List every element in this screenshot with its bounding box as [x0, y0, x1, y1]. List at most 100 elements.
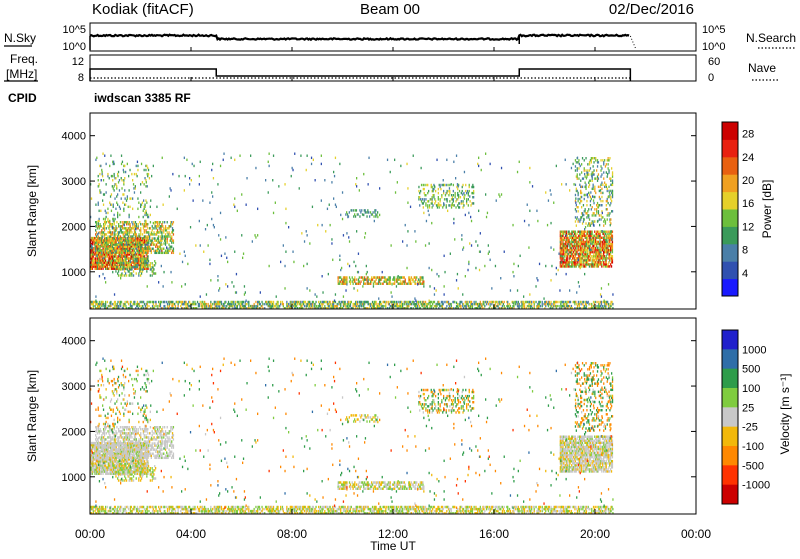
nsky-panel: N.Sky 10^5 10^0 10^5 10^0 N.Search	[4, 23, 796, 53]
power-cell	[447, 184, 448, 186]
power-cell	[148, 169, 149, 171]
power-cell	[212, 195, 213, 197]
power-cell	[107, 173, 108, 175]
power-cell	[171, 246, 172, 248]
power-cell	[252, 240, 253, 242]
power-cell	[607, 218, 608, 220]
power-cell	[315, 179, 316, 181]
power-cell	[345, 213, 346, 215]
power-cell	[590, 257, 591, 259]
power-cell	[151, 232, 152, 234]
power-cell	[335, 204, 336, 206]
power-cell	[148, 231, 149, 233]
power-cell	[531, 301, 532, 303]
power-cell	[99, 275, 100, 277]
power-cell	[602, 192, 603, 194]
power-cell	[101, 268, 102, 270]
nsky-tick-top: 10^5	[62, 24, 86, 36]
power-cell	[402, 303, 403, 305]
power-cell	[500, 303, 501, 305]
power-cell	[212, 163, 213, 165]
power-cell	[391, 303, 392, 305]
power-cell	[578, 301, 579, 303]
power-cell	[106, 221, 107, 223]
power-cell	[587, 196, 588, 198]
power-cell	[145, 225, 146, 227]
power-cell	[112, 226, 113, 228]
power-cell	[182, 301, 183, 303]
power-cell	[169, 303, 170, 305]
power-cell	[167, 239, 168, 241]
power-cell	[161, 229, 162, 231]
power-cell	[123, 208, 124, 210]
power-cell	[593, 165, 594, 167]
power-cell	[601, 263, 602, 265]
power-cell	[438, 192, 439, 194]
power-cell	[153, 165, 154, 167]
power-cell	[345, 303, 346, 305]
power-cell	[206, 303, 207, 305]
power-cell	[589, 184, 590, 186]
power-cell	[116, 266, 117, 268]
power-cell	[125, 197, 126, 199]
power-cell	[169, 233, 170, 235]
power-cell	[213, 224, 214, 226]
power-cell	[425, 194, 426, 196]
power-cell	[335, 157, 336, 159]
power-cell	[601, 301, 602, 303]
power-cell	[589, 303, 590, 305]
power-cell	[427, 184, 428, 186]
power-cell	[585, 194, 586, 196]
power-cell	[440, 184, 441, 186]
power-cell	[225, 236, 226, 238]
power-cell	[361, 301, 362, 303]
power-cell	[233, 204, 234, 206]
power-cell	[577, 169, 578, 171]
power-cell	[594, 220, 595, 222]
power-cell	[106, 227, 107, 229]
power-cell	[568, 237, 569, 239]
power-cell	[407, 283, 408, 285]
power-cell	[351, 301, 352, 303]
power-cell	[444, 198, 445, 200]
power-cell	[348, 236, 349, 238]
power-cell	[150, 248, 151, 250]
power-cell	[606, 184, 607, 186]
power-cell	[333, 171, 334, 173]
power-cell	[177, 208, 178, 210]
power-cell	[119, 255, 120, 257]
power-cell	[195, 303, 196, 305]
power-cell	[153, 248, 154, 250]
power-cell	[124, 235, 125, 237]
power-cell	[137, 175, 138, 177]
power-cell	[261, 301, 262, 303]
power-cell	[423, 184, 424, 186]
power-cell	[466, 198, 467, 200]
power-cell	[608, 212, 609, 214]
power-cell	[173, 248, 174, 250]
power-cell	[130, 239, 131, 241]
power-cell	[328, 273, 329, 275]
power-cell	[581, 200, 582, 202]
power-cell	[103, 257, 104, 259]
power-cell	[418, 301, 419, 303]
power-cell	[206, 293, 207, 295]
power-cell	[96, 255, 97, 257]
power-cell	[576, 253, 577, 255]
power-cell	[257, 303, 258, 305]
power-cell	[590, 167, 591, 169]
power-cell	[480, 301, 481, 303]
power-cell	[142, 305, 143, 307]
power-cell	[224, 253, 225, 255]
power-cell	[589, 222, 590, 224]
power-cell	[558, 305, 559, 307]
power-cell	[438, 188, 439, 190]
power-cell	[158, 301, 159, 303]
power-cell	[365, 283, 366, 285]
power-cell	[147, 255, 148, 257]
power-cell	[144, 204, 145, 206]
power-cell	[459, 206, 460, 208]
power-cell	[375, 213, 376, 215]
power-cell	[99, 218, 100, 220]
power-cell	[294, 153, 295, 155]
